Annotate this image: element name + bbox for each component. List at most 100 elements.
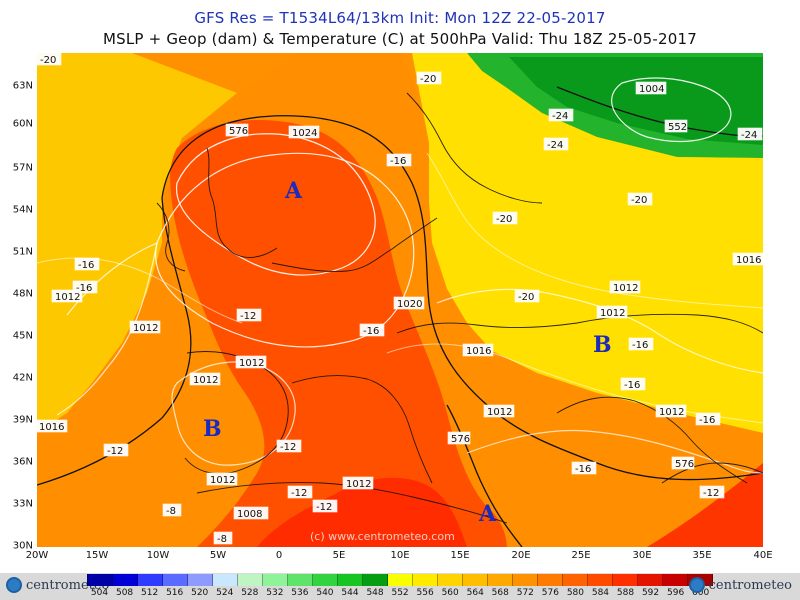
legend-swatch bbox=[313, 574, 338, 586]
mslp-label: 1012 bbox=[487, 407, 512, 418]
mslp-label-box bbox=[635, 81, 667, 95]
temp-label-box bbox=[236, 308, 262, 322]
legend-swatch bbox=[388, 574, 413, 586]
temp-label: -12 bbox=[703, 488, 719, 499]
mslp-label: 1012 bbox=[193, 375, 218, 386]
mslp-label: 1012 bbox=[600, 308, 625, 319]
temp-labels: -20 -20 -20 -20 -16 -16 -16 -16 -16 -16 … bbox=[37, 53, 763, 545]
temp-label: -20 bbox=[518, 292, 534, 303]
legend-label: 576 bbox=[541, 588, 559, 598]
mslp-label: 1012 bbox=[55, 292, 80, 303]
header: GFS Res = T1534L64/13km Init: Mon 12Z 22… bbox=[0, 0, 800, 52]
temp-label-box bbox=[620, 377, 646, 391]
mslp-contour-1004 bbox=[611, 77, 732, 143]
legend-label-row: 504 508 512 516 520 524 528 532 536 540 544 548 552 5… bbox=[87, 588, 713, 600]
geop-label-box bbox=[447, 431, 471, 445]
temp-label-box bbox=[72, 280, 98, 294]
legend-swatch bbox=[588, 574, 613, 586]
lon-tick: 10W bbox=[146, 550, 170, 561]
lon-tick: 35E bbox=[692, 550, 712, 561]
legend-label: 508 bbox=[115, 588, 134, 598]
legend-label: 564 bbox=[466, 588, 484, 598]
mslp-label-box bbox=[129, 320, 161, 334]
legend-swatch bbox=[488, 574, 513, 586]
temp-label-box bbox=[287, 485, 313, 499]
border-lines-central-europe bbox=[396, 313, 763, 334]
lon-tick: 20W bbox=[25, 550, 49, 561]
lat-tick: 42N bbox=[12, 372, 33, 384]
lon-tick: 20E bbox=[511, 550, 531, 561]
temp-label: -12 bbox=[280, 442, 296, 453]
mslp-label: 1016 bbox=[39, 422, 64, 433]
coastline-north-sea bbox=[271, 217, 438, 272]
legend-label: 556 bbox=[416, 588, 434, 598]
temp-label: -16 bbox=[575, 464, 591, 475]
legend-label: 504 bbox=[90, 588, 109, 598]
coastline-uk bbox=[206, 147, 278, 258]
globe-icon bbox=[6, 577, 22, 593]
temp-label: -16 bbox=[390, 156, 406, 167]
legend-label: 520 bbox=[191, 588, 209, 598]
geop-label: 576 bbox=[229, 126, 248, 137]
legend-label: 548 bbox=[366, 588, 384, 598]
legend-label: 596 bbox=[667, 588, 685, 598]
legend-label: 516 bbox=[166, 588, 184, 598]
lon-tick: 5W bbox=[209, 550, 227, 561]
longitude-axis: 20W 15W 10W 5W 0 5E 10E 15E 20E 25E 30E … bbox=[26, 548, 773, 563]
high-pressure-symbol: A bbox=[284, 178, 303, 204]
geop-contour-576 bbox=[161, 115, 763, 481]
temp-label-box bbox=[74, 257, 100, 271]
legend-label: 560 bbox=[441, 588, 459, 598]
legend-swatch bbox=[163, 574, 188, 586]
legend-label: 572 bbox=[516, 588, 534, 598]
mslp-label-box bbox=[596, 305, 628, 319]
legend-swatch bbox=[438, 574, 463, 586]
legend-label: 532 bbox=[266, 588, 284, 598]
temp-label-box bbox=[103, 443, 129, 457]
footer: centrometeo 504 508 512 516 520 524 528 532 536 5… bbox=[0, 573, 800, 600]
legend-swatch bbox=[363, 574, 388, 586]
temp-label: -20 bbox=[420, 74, 436, 85]
legend-label: 536 bbox=[291, 588, 309, 598]
mslp-label-box bbox=[732, 252, 763, 266]
mslp-label-box bbox=[393, 296, 425, 310]
product-title: MSLP + Geop (dam) & Temperature (C) at 5… bbox=[102, 30, 697, 48]
lon-tick: 25E bbox=[571, 550, 591, 561]
lon-tick: 15W bbox=[85, 550, 109, 561]
globe-icon bbox=[688, 577, 705, 593]
temp-label: -16 bbox=[699, 415, 715, 426]
legend-swatch bbox=[138, 574, 163, 586]
mslp-label-box bbox=[342, 476, 374, 490]
legend-swatch bbox=[463, 574, 488, 586]
coastline-anatolia bbox=[661, 462, 763, 484]
legend-swatch bbox=[613, 574, 638, 586]
legend-label: 600 bbox=[692, 588, 710, 598]
geop-contour-576-south bbox=[446, 404, 523, 547]
temp-label: -12 bbox=[316, 502, 332, 513]
geop-label: 576 bbox=[675, 459, 694, 470]
lon-tick: 0 bbox=[275, 550, 283, 561]
legend-label: 540 bbox=[316, 588, 334, 598]
centrometeo-logo-right: centrometeo bbox=[688, 576, 792, 594]
mslp-contour-1020 bbox=[155, 152, 415, 348]
mslp-label: 1016 bbox=[736, 255, 761, 266]
legend-swatch bbox=[213, 574, 238, 586]
mslp-label-box bbox=[655, 404, 687, 418]
temp-label-box bbox=[548, 108, 574, 122]
temp-label: -12 bbox=[240, 311, 256, 322]
legend-swatch bbox=[513, 574, 538, 586]
latitude-axis: 63N 60N 57N 54N 51N 48N 45N 42N 39N 36N … bbox=[0, 53, 37, 552]
legend-label: 544 bbox=[341, 588, 359, 598]
temp-isoline bbox=[426, 152, 763, 309]
temp-label: -16 bbox=[78, 260, 94, 271]
mslp-label: 1004 bbox=[639, 84, 664, 95]
lat-tick: 63N bbox=[12, 80, 33, 92]
temp-label: -12 bbox=[107, 446, 123, 457]
temp-label-box bbox=[276, 439, 302, 453]
mslp-label-box bbox=[235, 355, 267, 369]
weather-map: A B B A 1024 1020 1016 1016 1016 1012 10… bbox=[37, 53, 763, 547]
temp-label-box bbox=[312, 499, 338, 513]
temp-label-box bbox=[628, 337, 654, 351]
temp-label: -24 bbox=[741, 130, 757, 141]
temp-label-box bbox=[492, 211, 518, 225]
